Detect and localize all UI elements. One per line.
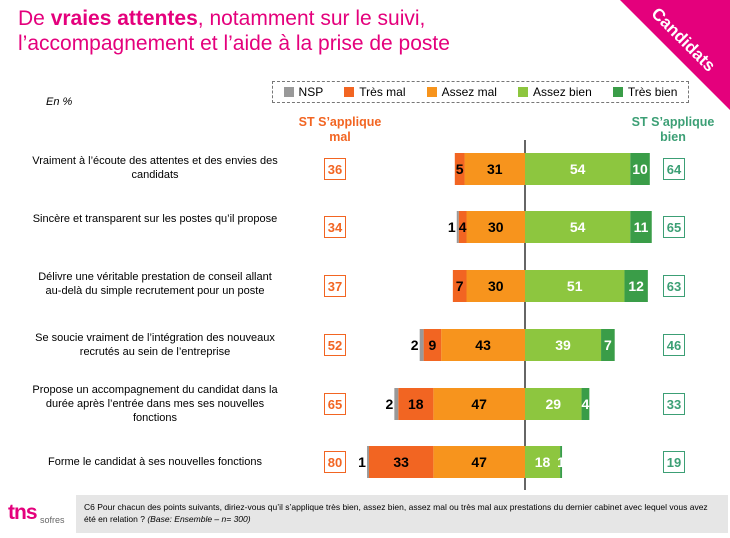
st-mal-box-4: 52	[324, 334, 346, 356]
chart-legend: NSP Très mal Assez mal Assez bien Très b…	[272, 81, 689, 103]
bar-assez-mal-5	[433, 388, 525, 420]
value-label-tres-mal-1: 5	[456, 161, 464, 177]
bar-tres-bien-5	[581, 388, 590, 420]
bar-assez-mal-1	[464, 153, 525, 185]
legend-swatch-nsp	[283, 87, 294, 97]
st-mal-box-1: 36	[324, 158, 346, 180]
question-footnote: C6 Pour chacun des points suivants, diri…	[76, 495, 728, 533]
st-mal-box-6: 80	[324, 451, 346, 473]
value-label-assez-bien-6: 18	[535, 454, 551, 470]
bar-tres-mal-2	[458, 211, 467, 243]
value-label-tres-mal-3: 7	[456, 278, 464, 294]
value-label-assez-bien-5: 29	[545, 396, 561, 412]
row-label-6: Forme le candidat à ses nouvelles foncti…	[47, 456, 262, 468]
value-label-tres-bien-1: 10	[632, 161, 648, 177]
tns-sofres-logo: tns sofres	[8, 501, 65, 525]
value-label-tres-bien-2: 11	[634, 219, 649, 235]
bar-assez-bien-5	[525, 388, 582, 420]
row-label-1: Vraiment à l’écoute des attentes et des …	[32, 155, 278, 181]
legend-swatch-assez-mal	[426, 87, 437, 97]
bar-tres-bien-2	[630, 211, 652, 243]
bar-assez-mal-4	[441, 329, 525, 361]
corner-banner	[620, 0, 730, 110]
header-st-bien: ST S’applique bien	[631, 115, 715, 144]
value-label-tres-mal-2: 4	[459, 219, 467, 235]
bar-tres-mal-3	[452, 270, 467, 302]
legend-nsp: NSP	[283, 85, 323, 99]
bar-assez-mal-2	[466, 211, 525, 243]
st-bien-box-1: 64	[663, 158, 685, 180]
bar-tres-bien-3	[624, 270, 648, 302]
row-label-4: Se soucie vraiment de l’intégration des …	[35, 332, 275, 358]
bar-assez-mal-6	[433, 446, 525, 478]
value-label-tres-bien-4: 7	[604, 337, 612, 353]
bar-nsp-4	[419, 329, 424, 361]
value-label-assez-bien-3: 51	[567, 278, 583, 294]
value-label-nsp-2: 1	[448, 219, 456, 235]
value-label-assez-mal-4: 43	[475, 337, 491, 353]
value-label-assez-mal-3: 30	[488, 278, 504, 294]
value-label-nsp-4: 2	[411, 337, 419, 353]
value-label-tres-bien-3: 12	[628, 278, 644, 294]
value-label-assez-mal-6: 47	[471, 454, 487, 470]
st-mal-box-2: 34	[324, 216, 346, 238]
bar-assez-bien-3	[525, 270, 625, 302]
bar-assez-bien-4	[525, 329, 602, 361]
st-bien-box-6: 19	[663, 451, 685, 473]
value-label-nsp-5: 2	[385, 396, 393, 412]
value-label-assez-bien-1: 54	[570, 161, 586, 177]
page-title: De vraies attentes, notamment sur le sui…	[18, 7, 450, 55]
legend-assez-bien: Assez bien	[518, 85, 592, 99]
bar-assez-mal-3	[466, 270, 525, 302]
value-label-nsp-6: 1	[358, 454, 366, 470]
legend-swatch-assez-bien	[518, 87, 529, 97]
bar-tres-mal-1	[454, 153, 465, 185]
header-st-mal: ST S’applique mal	[298, 115, 382, 144]
bar-nsp-2	[456, 211, 459, 243]
value-label-tres-mal-4: 9	[428, 337, 436, 353]
st-bien-box-2: 65	[663, 216, 685, 238]
value-label-assez-mal-2: 30	[488, 219, 504, 235]
bar-tres-mal-6	[369, 446, 434, 478]
row-label-3: Délivre une véritable prestation de cons…	[38, 271, 272, 297]
bar-tres-bien-1	[630, 153, 650, 185]
value-label-tres-mal-5: 18	[408, 396, 424, 412]
legend-swatch-tres-mal	[344, 87, 355, 97]
value-label-assez-mal-5: 47	[471, 396, 487, 412]
st-bien-box-4: 46	[663, 334, 685, 356]
value-label-tres-bien-6: 1	[557, 454, 565, 470]
row-label-2: Sincère et transparent sur les postes qu…	[32, 213, 278, 225]
bar-tres-mal-5	[398, 388, 434, 420]
value-label-tres-mal-6: 33	[393, 454, 409, 470]
st-mal-box-5: 65	[324, 393, 346, 415]
bar-tres-bien-6	[560, 446, 563, 478]
legend-swatch-tres-bien	[612, 87, 623, 97]
bar-assez-bien-2	[525, 211, 631, 243]
value-label-assez-bien-2: 54	[570, 219, 586, 235]
bar-assez-bien-1	[525, 153, 631, 185]
bar-tres-bien-4	[601, 329, 615, 361]
bar-assez-bien-6	[525, 446, 561, 478]
value-label-assez-mal-1: 31	[487, 161, 503, 177]
legend-tres-bien: Très bien	[612, 85, 677, 99]
value-label-tres-bien-5: 4	[582, 396, 590, 412]
st-bien-box-3: 63	[663, 275, 685, 297]
unit-label: En %	[46, 96, 73, 108]
st-bien-box-5: 33	[663, 393, 685, 415]
legend-assez-mal: Assez mal	[426, 85, 497, 99]
legend-tres-mal: Très mal	[344, 85, 406, 99]
bar-nsp-5	[394, 388, 399, 420]
bar-tres-mal-4	[423, 329, 442, 361]
value-label-assez-bien-4: 39	[555, 337, 571, 353]
bar-nsp-6	[367, 446, 369, 478]
row-label-5: Propose un accompagnement du candidat da…	[32, 384, 278, 424]
st-mal-box-3: 37	[324, 275, 346, 297]
